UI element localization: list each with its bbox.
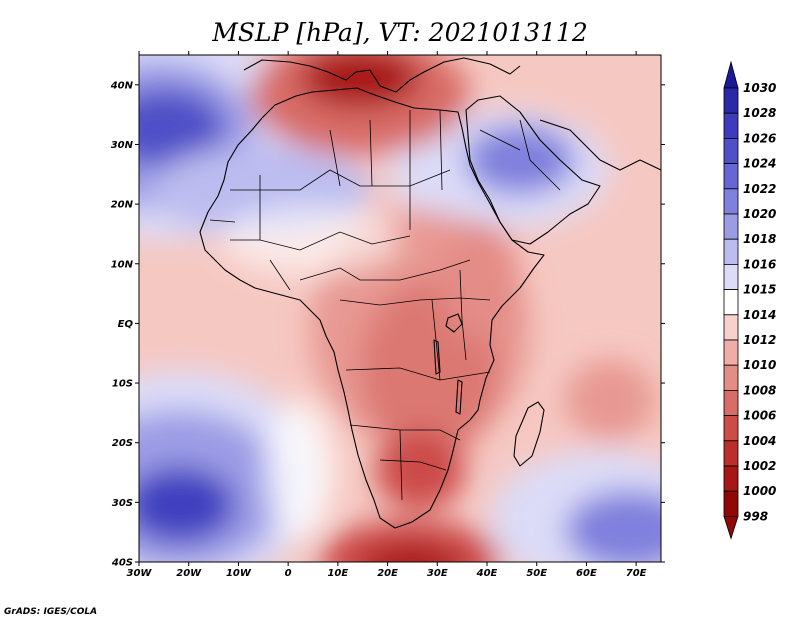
y-tick-label: 30N	[111, 140, 134, 151]
colorbar-label: 1014	[743, 308, 776, 322]
lakes	[433, 313, 463, 415]
colorbar-label: 1022	[743, 182, 776, 196]
africa-coastline	[199, 87, 545, 529]
x-tick-label: 40E	[476, 568, 498, 579]
x-tick-label: 50E	[526, 568, 547, 579]
colorbar-label: 1012	[743, 333, 776, 347]
lake-tanganyika	[433, 339, 441, 375]
north-africa-ridge	[220, 205, 400, 275]
colorbar-segment	[723, 188, 739, 215]
south-atlantic-ridge	[265, 400, 335, 540]
colorbar-label: 998	[743, 509, 768, 523]
y-tick-label: 40N	[110, 80, 134, 91]
colorbar-label: 1024	[743, 157, 776, 171]
y-tick-label: 40S	[111, 558, 133, 569]
colorbar-segment	[723, 112, 739, 139]
arabia-coastline	[465, 95, 601, 245]
colorbar-segment	[723, 263, 739, 290]
grads-credit: GrADS: IGES/COLA	[4, 607, 97, 617]
colorbar-segment	[723, 490, 739, 517]
y-tick-label: 10N	[111, 259, 134, 270]
y-axis: 40N 30N 20N 10N EQ 10S 20S 30S 40S	[110, 80, 665, 569]
x-tick-label: 0	[285, 568, 292, 579]
y-tick-label: 30S	[112, 498, 133, 509]
indian-ocean-trough	[565, 360, 655, 440]
colorbar-label: 1002	[743, 459, 776, 473]
colorbar-top-arrow	[723, 60, 739, 89]
colorbar-segment	[723, 339, 739, 366]
southern-ocean-low-outer	[320, 520, 500, 562]
s-atlantic-high-core	[139, 467, 235, 543]
colorbar-label: 1008	[743, 383, 776, 397]
colorbar-label: 1004	[743, 434, 776, 448]
pressure-field	[139, 55, 661, 562]
colorbar-label: 1020	[743, 207, 776, 221]
arabian-high-core	[465, 125, 575, 195]
y-tick-label: 20N	[111, 200, 134, 211]
colorbar-segment	[723, 314, 739, 341]
colorbar: 1030 1028 1026 1024 1022 1020 1018 1016 1015 1014…	[723, 60, 776, 540]
colorbar-segment	[723, 87, 739, 114]
east-africa-low	[440, 220, 520, 340]
colorbar-label: 1030	[743, 81, 776, 95]
lake-malawi	[455, 379, 463, 415]
colorbar-segment	[723, 137, 739, 164]
colorbar-label: 1000	[743, 484, 776, 498]
colorbar-segment	[723, 289, 739, 316]
x-tick-label: 10E	[327, 568, 348, 579]
country-borders	[209, 109, 561, 501]
colorbar-label: 1015	[743, 283, 776, 297]
map-title: MSLP [hPa], VT: 2021013112	[211, 18, 587, 47]
colorbar-label: 1016	[743, 257, 776, 271]
colorbar-segment	[723, 364, 739, 391]
x-tick-label: 60E	[576, 568, 597, 579]
colorbar-segment	[723, 389, 739, 416]
x-axis: 30W 20W 10W 0 10E 20E 30E 40E 50E 60E 70E	[127, 51, 647, 579]
y-tick-label: EQ	[118, 319, 134, 330]
map-frame	[138, 54, 662, 563]
colorbar-label: 1018	[743, 232, 776, 246]
colorbar-segment	[723, 213, 739, 240]
colorbar-segment	[723, 440, 739, 467]
southern-ocean-low-core	[360, 545, 460, 562]
iran-india-coastline	[539, 119, 661, 171]
colorbar-segment	[723, 465, 739, 492]
indian-high-core	[565, 490, 661, 562]
x-tick-label: 30E	[427, 568, 448, 579]
coastlines	[199, 57, 661, 529]
europe-coastline	[243, 57, 521, 93]
colorbar-segment	[723, 163, 739, 190]
y-tick-label: 20S	[112, 438, 133, 449]
colorbar-label: 1028	[743, 106, 776, 120]
y-tick-label: 10S	[112, 379, 133, 390]
colorbar-segment	[723, 415, 739, 442]
lake-victoria	[445, 313, 463, 333]
madagascar-coastline	[513, 401, 545, 467]
colorbar-label: 1026	[743, 131, 776, 145]
colorbar-label: 1010	[743, 358, 776, 372]
x-tick-label: 20E	[377, 568, 398, 579]
map-panel	[139, 55, 661, 562]
x-tick-label: 10W	[226, 568, 252, 579]
x-tick-label: 20W	[176, 568, 202, 579]
azores-high-core	[139, 88, 225, 168]
x-tick-label: 30W	[127, 568, 153, 579]
colorbar-segment	[723, 238, 739, 265]
x-tick-label: 70E	[626, 568, 647, 579]
mediterranean-low-core	[300, 55, 420, 108]
kalahari-low	[375, 430, 465, 510]
colorbar-bottom-arrow	[723, 516, 739, 540]
colorbar-label: 1006	[743, 409, 776, 423]
